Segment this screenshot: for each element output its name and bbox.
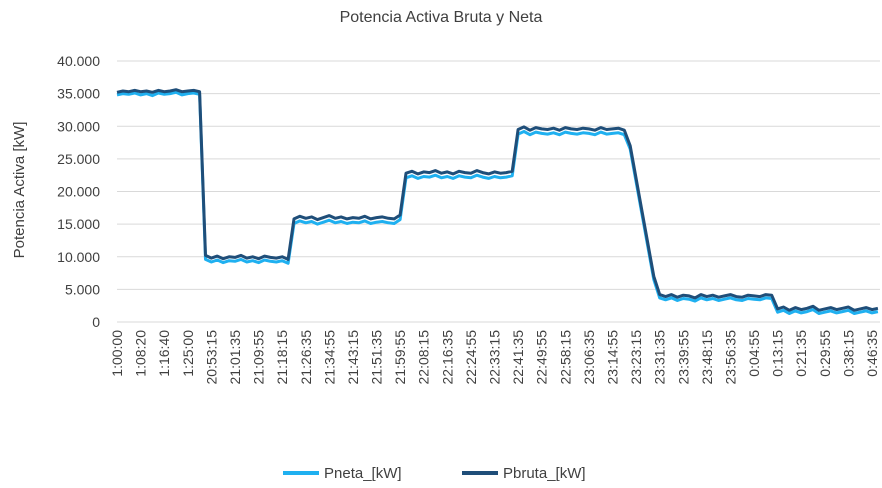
x-tick-label: 22:24:55 [463,330,479,385]
x-tick-label: 22:58:15 [557,330,573,385]
x-tick-label: 20:53:15 [203,330,219,385]
x-tick-label: 23:31:35 [652,330,668,385]
x-tick-label: 1:08:20 [133,330,149,377]
y-tick-label: 15.000 [57,216,100,232]
x-tick-label: 23:14:55 [604,330,620,385]
y-tick-label: 10.000 [57,249,100,265]
series-line [116,90,879,315]
x-tick-label: 0:13:15 [770,330,786,377]
x-tick-label: 0:46:35 [864,330,880,377]
x-tick-label: 23:56:35 [722,330,738,385]
x-tick-label: 21:26:35 [298,330,314,385]
x-tick-label: 22:16:35 [439,330,455,385]
y-tick-label: 5.000 [65,281,100,297]
x-tick-label: 22:49:55 [534,330,550,385]
x-tick-label: 21:34:55 [321,330,337,385]
legend-label: Pneta_[kW] [324,465,402,482]
x-tick-label: 21:09:55 [251,330,267,385]
x-tick-label: 23:06:35 [581,330,597,385]
x-tick-label: 0:29:55 [817,330,833,377]
x-tick-label: 23:39:55 [675,330,691,385]
x-tick-label: 22:08:15 [416,330,432,385]
x-tick-label: 0:38:15 [840,330,856,377]
y-tick-label: 25.000 [57,151,100,167]
y-tick-label: 0 [92,314,100,330]
x-tick-label: 23:23:15 [628,330,644,385]
x-tick-label: 22:33:15 [487,330,503,385]
x-tick-label: 21:51:35 [369,330,385,385]
x-tick-label: 1:25:00 [180,330,196,377]
legend-label: Pbruta_[kW] [503,465,586,482]
x-tick-label: 1:00:00 [109,330,125,377]
series-line [116,88,879,312]
x-tick-label: 21:43:15 [345,330,361,385]
x-tick-label: 0:04:55 [746,330,762,377]
y-tick-label: 35.000 [57,86,100,102]
y-axis-label: Potencia Activa [kW] [11,122,28,259]
x-tick-label: 21:18:15 [274,330,290,385]
x-tick-label: 0:21:35 [793,330,809,377]
y-tick-label: 20.000 [57,184,100,200]
x-tick-label: 23:48:15 [699,330,715,385]
chart-title: Potencia Activa Bruta y Neta [340,9,543,26]
x-tick-label: 1:16:40 [156,330,172,377]
x-tick-label: 21:01:35 [227,330,243,385]
y-tick-label: 40.000 [57,53,100,69]
x-tick-label: 22:41:35 [510,330,526,385]
x-tick-label: 21:59:55 [392,330,408,385]
y-tick-label: 30.000 [57,118,100,134]
